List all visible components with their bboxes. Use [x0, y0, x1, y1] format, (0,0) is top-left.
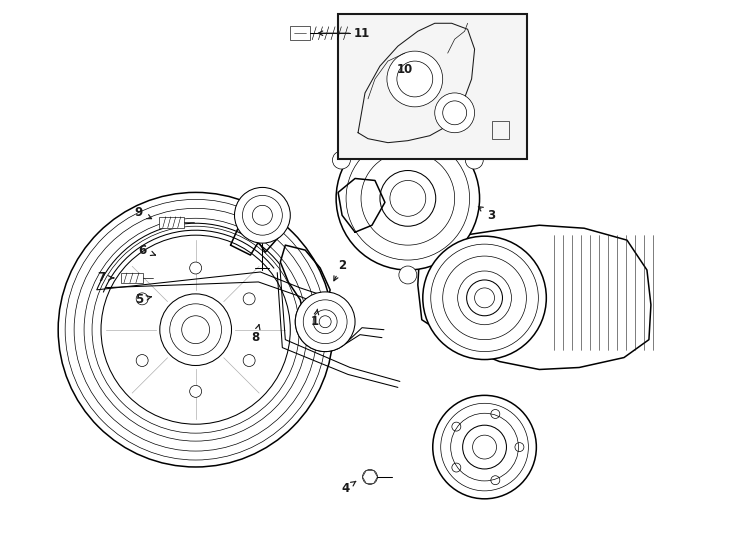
Circle shape	[189, 262, 202, 274]
Text: 7: 7	[97, 272, 105, 285]
Circle shape	[243, 293, 255, 305]
Circle shape	[435, 93, 475, 133]
Circle shape	[433, 395, 537, 499]
Text: 2: 2	[338, 259, 346, 272]
Circle shape	[387, 51, 443, 107]
Circle shape	[137, 293, 148, 305]
Circle shape	[336, 127, 479, 270]
Circle shape	[333, 151, 350, 169]
Bar	[338, 15, 528, 159]
Circle shape	[243, 355, 255, 367]
Text: 6: 6	[139, 244, 147, 256]
Text: 4: 4	[341, 482, 349, 495]
Circle shape	[399, 266, 417, 284]
Text: 11: 11	[354, 26, 370, 40]
Bar	[492, 121, 509, 139]
Circle shape	[234, 187, 290, 243]
Text: 3: 3	[487, 209, 495, 222]
Circle shape	[137, 355, 148, 367]
Circle shape	[295, 292, 355, 352]
Bar	[121, 273, 143, 283]
Polygon shape	[363, 470, 377, 483]
Text: 1: 1	[311, 315, 319, 328]
Text: 10: 10	[397, 63, 413, 76]
Text: 9: 9	[135, 206, 143, 219]
Circle shape	[465, 151, 483, 169]
Circle shape	[189, 386, 202, 397]
Text: 5: 5	[135, 293, 143, 306]
Circle shape	[423, 236, 546, 360]
Text: 8: 8	[251, 331, 260, 344]
Bar	[290, 26, 310, 40]
Bar	[159, 217, 184, 228]
Circle shape	[58, 192, 333, 467]
Circle shape	[363, 469, 377, 484]
